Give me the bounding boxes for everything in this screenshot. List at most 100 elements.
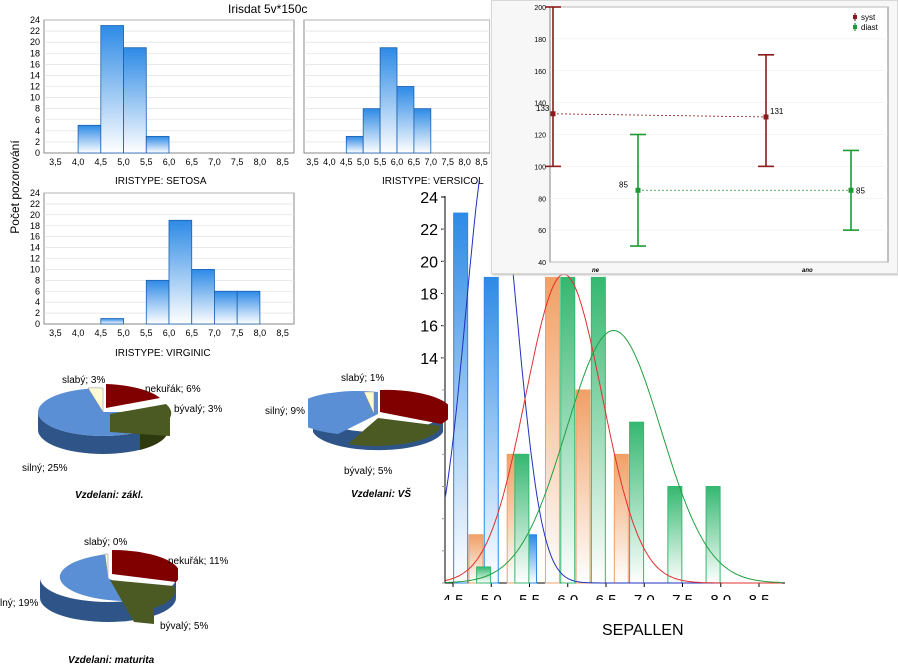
sep-xtick: 6,5: [596, 592, 617, 600]
hist-bar: [191, 269, 215, 325]
hist-xtick: 7,0: [208, 328, 221, 338]
err-label-131: 131: [770, 107, 784, 116]
pie-zakl-nekurak-label: nekuřák; 6%: [145, 384, 201, 395]
hist-ytick: 2: [35, 308, 40, 318]
sep-bar: [514, 453, 530, 584]
hist-xtick: 7,0: [208, 157, 221, 167]
err-ytick: 160: [534, 69, 546, 76]
sep-bar: [575, 389, 591, 584]
err-label-85b: 85: [856, 186, 865, 195]
hist-ytick: 8: [35, 104, 40, 114]
err-ytick: 60: [538, 228, 546, 235]
sep-curve-red: [445, 273, 782, 584]
hist-xtick: 8,0: [254, 157, 267, 167]
pie-maturita-byvaly: [110, 580, 176, 624]
hist-ytick: 16: [30, 59, 40, 69]
pie-vs-byvaly: [348, 418, 441, 446]
err-ytick: 200: [534, 5, 546, 12]
hist-ytick: 16: [30, 232, 40, 242]
pie-vs: [308, 389, 448, 451]
hist-label-setosa: IRISTYPE: SETOSA: [115, 176, 207, 187]
hist-xtick: 5,0: [117, 328, 130, 338]
sep-xtick: 7,5: [672, 592, 693, 600]
hist-bar: [345, 135, 364, 154]
sep-bar: [560, 276, 576, 584]
err-point: [635, 187, 641, 193]
hist-ytick: 24: [30, 188, 40, 198]
hist-xtick: 3,5: [306, 157, 319, 167]
pie-maturita-nekurak: [112, 550, 178, 582]
sep-bar: [483, 276, 499, 584]
sep-bar: [705, 486, 721, 584]
pie-vs-title: Vzdelani: VŠ: [351, 489, 412, 500]
hist-ytick: 14: [30, 70, 40, 80]
hist-bar: [413, 108, 432, 154]
hist-ytick: 0: [35, 148, 40, 158]
hist-xtick: 5,5: [374, 157, 387, 167]
hist-xtick: 6,5: [185, 157, 198, 167]
hist-bar: [123, 47, 147, 154]
legend-syst: syst: [861, 13, 876, 22]
hist-ytick: 20: [30, 210, 40, 220]
sep-ytick: 22: [420, 222, 438, 239]
hist-xtick: 5,5: [140, 157, 153, 167]
sep-bar: [667, 486, 683, 584]
hist-xtick: 4,0: [72, 328, 85, 338]
hist-bar: [396, 86, 415, 154]
err-point: [848, 187, 854, 193]
pie-maturita-slaby-label: slabý; 0%: [84, 537, 128, 548]
pie-zakl-slaby-label: slabý; 3%: [62, 375, 106, 386]
hist-xtick: 4,5: [340, 157, 353, 167]
hist-xtick: 5,5: [140, 328, 153, 338]
pie-vs-slaby-label: slabý; 1%: [341, 373, 385, 384]
hist-ytick: 10: [30, 93, 40, 103]
hist-bar: [236, 290, 261, 325]
hist-xtick: 6,0: [163, 157, 176, 167]
hist-ytick: 4: [35, 126, 40, 136]
hist-bar: [77, 124, 102, 154]
hist-xtick: 6,0: [391, 157, 404, 167]
err-label-85a: 85: [619, 180, 628, 189]
hist-ytick: 10: [30, 264, 40, 274]
hist-xtick: 3,5: [49, 157, 62, 167]
sep-ytick: 24: [420, 190, 438, 207]
hist-ytick: 20: [30, 37, 40, 47]
sep-xtick: 5,0: [481, 592, 502, 600]
err-cat-ano: ano: [802, 268, 813, 273]
sep-xtick: 7,0: [634, 592, 655, 600]
sep-ytick: 20: [420, 254, 438, 271]
sep-bar: [453, 212, 469, 584]
pie-vs-nekurak: [380, 389, 448, 424]
pie-zakl: [38, 384, 172, 454]
hist-ytick: 18: [30, 221, 40, 231]
hist-xtick: 7,5: [231, 328, 244, 338]
hist-ytick: 2: [35, 137, 40, 147]
pie-zakl-slaby: [87, 387, 104, 413]
pie-vs-silny-label: silný; 9%: [265, 406, 306, 417]
sep-ytick: 14: [420, 351, 438, 368]
err-point: [550, 111, 556, 117]
err-cat-ne: ne: [592, 268, 600, 273]
err-ytick: 40: [538, 260, 546, 267]
sep-bar: [629, 421, 645, 584]
sepallen-chart: 14 16 18 20 22 24 4,5 5,0 5,5 6,0 6,5 7,0 7,5 8,0 8,5: [420, 180, 785, 600]
hist-xtick: 6,5: [408, 157, 421, 167]
hist-xtick: 8,0: [254, 328, 267, 338]
hist-xtick: 4,5: [95, 157, 108, 167]
sepallen-xlabel: SEPALLEN: [602, 622, 684, 639]
pie-maturita-byvaly-label: bývalý; 5%: [160, 621, 209, 632]
hist-bar: [168, 219, 193, 325]
legend-diast: diast: [861, 23, 879, 32]
sep-ytick: 18: [420, 287, 438, 304]
hist-xtick: 4,0: [72, 157, 85, 167]
pie-maturita: [40, 550, 178, 624]
hist-ytick: 12: [30, 82, 40, 92]
hist-ytick: 6: [35, 115, 40, 125]
err-ytick: 100: [534, 164, 546, 171]
hist-xtick: 4,0: [323, 157, 336, 167]
hist-xtick: 4,5: [95, 328, 108, 338]
hist-xtick: 3,5: [49, 328, 62, 338]
hist-label-virginic: IRISTYPE: VIRGINIC: [115, 348, 211, 359]
errorbar-panel: 40 60 80 100 120 140 160 180 200 133 131 85 85 ne ano s…: [491, 0, 898, 274]
